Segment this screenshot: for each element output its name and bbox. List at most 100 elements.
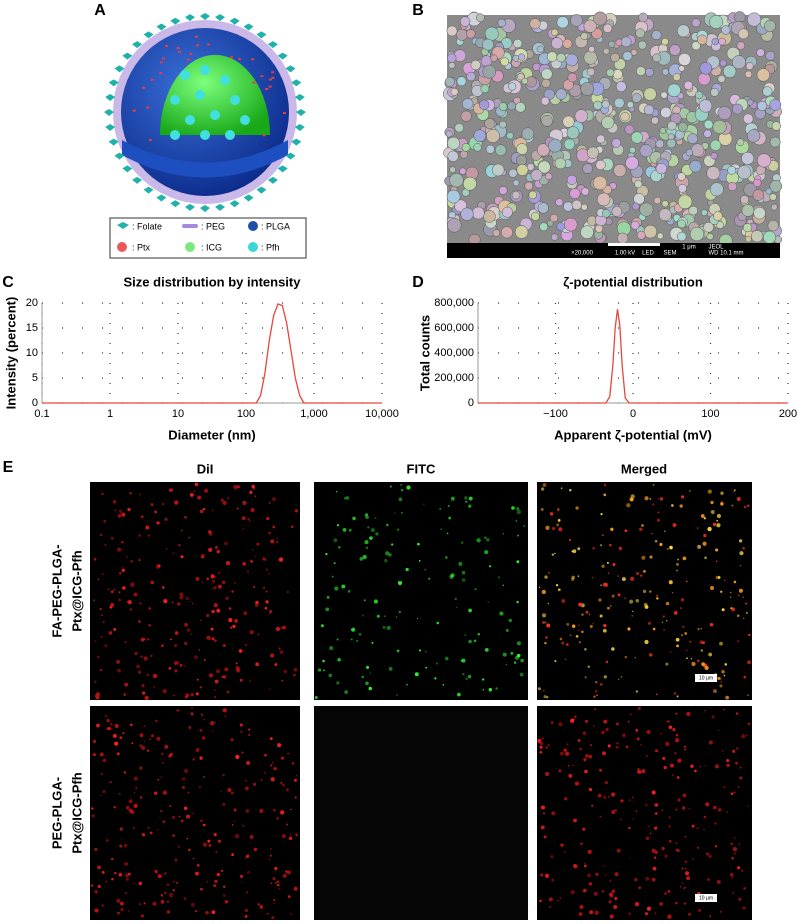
fluorescent-spot [634, 901, 640, 907]
fluorescent-spot [726, 763, 730, 768]
fluorescent-spot [699, 765, 702, 768]
fluorescent-spot [201, 736, 206, 740]
fluorescent-spot [400, 484, 402, 486]
fluorescent-spot [680, 607, 682, 609]
fluorescent-spot [116, 752, 120, 756]
fluorescent-spot [601, 534, 604, 537]
sem-particle [601, 115, 615, 130]
fluorescent-spot [689, 640, 692, 643]
fluorescent-spot [101, 904, 105, 907]
fluorescent-spot [579, 747, 582, 751]
fluorescent-spot [540, 507, 544, 511]
sem-particle [736, 138, 745, 147]
fluorescent-spot [635, 599, 640, 603]
fluorescent-spot [279, 650, 284, 654]
sem-particle [756, 68, 771, 82]
sem-particle [556, 16, 569, 29]
fluorescent-spot [731, 876, 733, 879]
fluorescent-spot [700, 627, 702, 630]
fluorescent-spot [571, 624, 576, 628]
sem-particle [537, 202, 549, 214]
sem-particle [757, 100, 768, 111]
sem-particle [672, 73, 681, 82]
fluorescent-spot [148, 624, 151, 627]
fluorescent-spot [578, 641, 581, 644]
fluorescent-spot [271, 916, 275, 920]
fluorescent-spot [712, 522, 717, 527]
fluorescent-spot [631, 796, 634, 799]
fluorescent-spot [686, 711, 691, 717]
sem-particle [690, 143, 705, 158]
fluorescent-spot [655, 594, 659, 597]
sem-particle [703, 119, 714, 130]
fluorescent-spot [200, 713, 203, 716]
fluorescent-spot [370, 528, 375, 533]
fluorescent-spot [743, 675, 747, 679]
fluorescent-spot [208, 673, 214, 678]
fluorescent-spot [236, 668, 241, 673]
fluorescent-spot [743, 887, 746, 890]
fluorescent-spot [635, 690, 639, 693]
folate [229, 17, 240, 25]
sem-particle [712, 119, 727, 135]
fluorescent-spot [135, 787, 138, 790]
sem-particle [699, 62, 713, 75]
fluorescent-spot [150, 580, 155, 585]
folate [267, 41, 278, 49]
fluorescent-spot [651, 877, 656, 882]
fluorescent-spot [341, 584, 346, 589]
fluorescent-spot [104, 714, 108, 718]
fluorescent-spot [226, 690, 230, 694]
ptx [251, 58, 255, 61]
fluorescent-spot [99, 668, 103, 672]
fluorescent-spot [704, 556, 707, 560]
fluorescent-spot [583, 862, 586, 865]
fluorescent-spot [112, 500, 117, 504]
sem-particle [608, 40, 616, 48]
fluorescent-spot [671, 504, 674, 507]
fluorescent-spot [572, 549, 577, 554]
fluorescent-spot [742, 906, 746, 910]
fluorescent-spot [682, 556, 687, 561]
fluorescent-spot [561, 641, 565, 645]
fluorescent-spot [458, 561, 463, 566]
fluorescent-spot [730, 607, 733, 610]
fluorescent-spot [211, 637, 215, 641]
sem-particle [611, 138, 622, 148]
fluorescent-spot [234, 582, 236, 585]
sem-particle [737, 28, 749, 40]
fluorescent-spot [739, 767, 742, 769]
fluorescent-spot [737, 786, 740, 789]
fluorescent-spot [100, 533, 103, 536]
fluorescent-spot [710, 509, 715, 515]
fluorescent-spot [262, 557, 266, 561]
fluorescent-spot [117, 547, 122, 552]
fluorescent-spot [242, 561, 246, 566]
fluorescent-spot [274, 881, 277, 884]
fluorescent-spot [277, 743, 282, 748]
sem-particle [498, 102, 508, 111]
sem-particle [539, 222, 549, 232]
fluorescent-spot [244, 644, 248, 647]
sem-particle [631, 202, 640, 211]
fluorescent-spot [169, 805, 172, 807]
y-tick-label: 800,000 [434, 297, 474, 309]
fluorescent-spot [278, 887, 281, 890]
sem-particle [460, 207, 474, 221]
fluorescent-spot [584, 648, 587, 651]
fluorescent-spot [227, 787, 232, 793]
fluorescent-spot [389, 485, 392, 488]
fluorescent-spot [696, 846, 700, 849]
legend-text: : Folate [132, 221, 162, 231]
sem-particle [658, 208, 672, 222]
fluorescent-spot [194, 482, 199, 487]
fluorescent-spot [155, 719, 158, 723]
fluorescent-spot [610, 527, 614, 531]
panel-label: D [412, 274, 424, 291]
fluorescent-spot [121, 512, 126, 517]
sem-particle [762, 86, 773, 97]
fluorescent-spot [337, 657, 341, 662]
fluorescent-spot [646, 729, 651, 735]
fluorescent-spot [611, 810, 616, 814]
ptx [178, 50, 182, 53]
